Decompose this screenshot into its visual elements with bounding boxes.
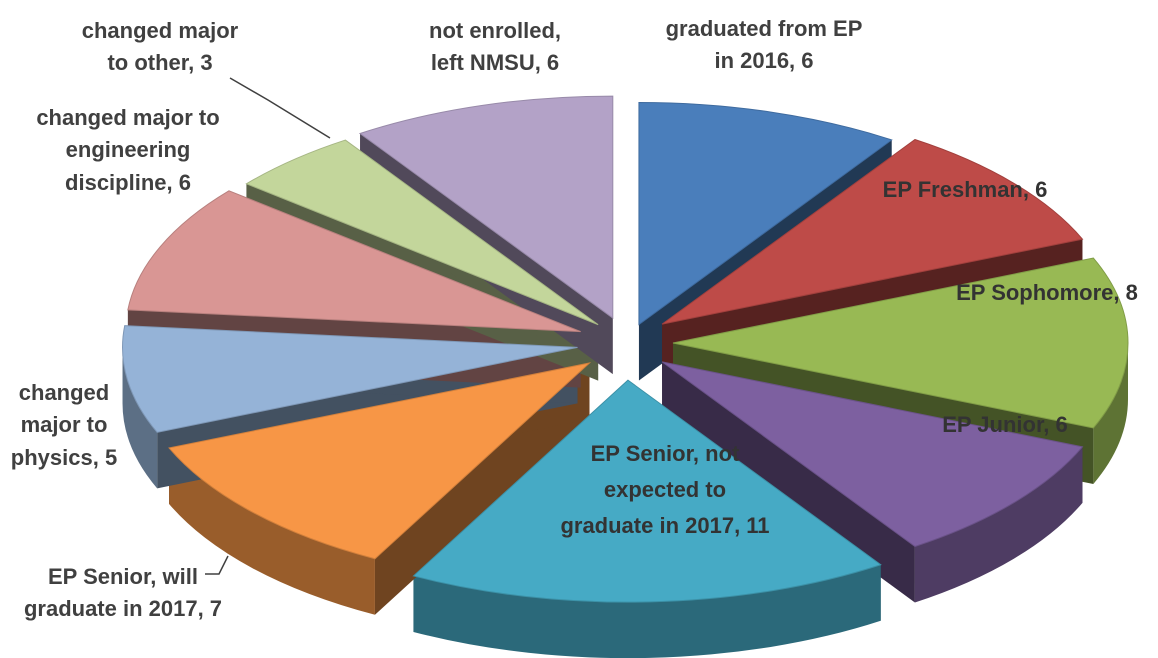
- slice-label: EP Junior, 6: [942, 412, 1068, 437]
- slice-label: changed major to engineering discipline, 6: [36, 105, 219, 195]
- slice-label: EP Sophomore, 8: [956, 280, 1138, 305]
- leader-lines: [205, 77, 331, 575]
- leader-line: [205, 555, 229, 575]
- leader-line: [229, 77, 331, 139]
- slice-tops: [122, 95, 1129, 603]
- pie-slice: [127, 190, 581, 333]
- pie-slice: [358, 95, 614, 320]
- slice-label: graduated from EP in 2016, 6: [666, 16, 863, 73]
- slice-label: EP Senior, not expected to graduate in 201…: [560, 441, 769, 538]
- slice-label: changed major to physics, 5: [11, 380, 117, 470]
- slice-label: EP Freshman, 6: [883, 177, 1048, 202]
- pie-slice: [661, 138, 1084, 325]
- slice-label: changed major to other, 3: [82, 18, 239, 75]
- data-labels: graduated from EP in 2016, 6 EP Freshman, …: [11, 16, 1138, 621]
- slice-label: EP Senior, will graduate in 2017, 7: [24, 564, 222, 621]
- pie-slice: [168, 362, 592, 560]
- pie-slice: [245, 139, 599, 326]
- pie-slice: [638, 102, 893, 326]
- pie-slice: [661, 361, 1084, 548]
- pie-slice: [412, 379, 882, 603]
- pie-slice: [672, 257, 1129, 429]
- pie-slice: [122, 325, 578, 433]
- slice-label: not enrolled, left NMSU, 6: [429, 18, 561, 75]
